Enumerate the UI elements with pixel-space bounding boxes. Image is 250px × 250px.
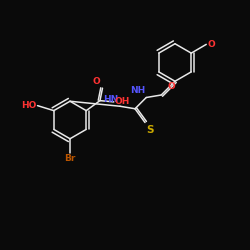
Text: HN: HN (104, 95, 119, 104)
Text: OH: OH (115, 97, 130, 106)
Text: S: S (146, 125, 154, 135)
Text: NH: NH (130, 86, 145, 95)
Text: O: O (92, 76, 100, 86)
Text: HO: HO (21, 101, 36, 110)
Text: O: O (168, 82, 175, 91)
Text: O: O (208, 40, 215, 49)
Text: Br: Br (64, 154, 76, 163)
